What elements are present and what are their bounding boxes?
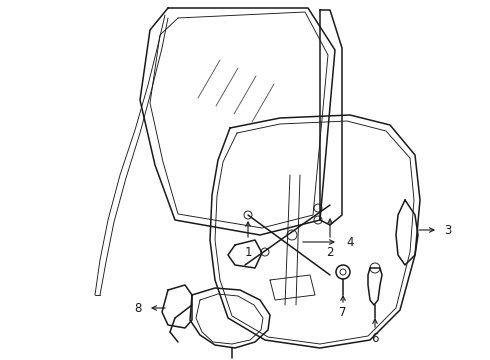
Text: 6: 6 (371, 332, 379, 345)
Text: 4: 4 (346, 235, 354, 248)
Text: 2: 2 (326, 246, 334, 258)
Text: 1: 1 (244, 246, 252, 258)
Text: 3: 3 (444, 224, 452, 237)
Text: 8: 8 (134, 302, 142, 315)
Text: 7: 7 (339, 306, 347, 320)
